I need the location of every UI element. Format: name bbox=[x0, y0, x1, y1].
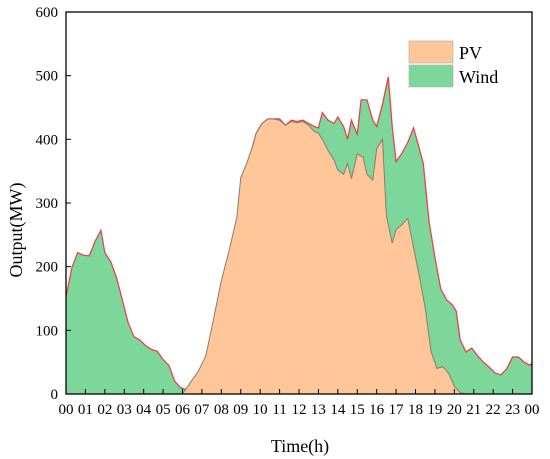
x-tick-label: 08 bbox=[214, 402, 229, 418]
legend-label-pv: PV bbox=[459, 43, 482, 63]
series-line-wind bbox=[66, 76, 532, 394]
x-tick-label: 13 bbox=[311, 402, 326, 418]
y-tick-label: 300 bbox=[36, 196, 59, 212]
series-line-pv bbox=[66, 118, 532, 394]
x-tick-label: 15 bbox=[350, 402, 365, 418]
x-tick-label: 22 bbox=[486, 402, 501, 418]
x-tick-label: 09 bbox=[233, 402, 248, 418]
y-axis-title: Output(MW) bbox=[6, 183, 27, 278]
x-tick-label: 17 bbox=[389, 402, 405, 418]
x-tick-label: 00 bbox=[59, 402, 74, 418]
legend-swatch-wind bbox=[408, 64, 454, 88]
x-tick-label: 01 bbox=[78, 402, 93, 418]
x-tick-label: 00 bbox=[525, 402, 540, 418]
x-tick-label: 11 bbox=[272, 402, 286, 418]
y-tick-label: 600 bbox=[36, 5, 59, 21]
y-axis: 0 100 200 300 400 500 600 bbox=[36, 5, 71, 403]
x-tick-label: 14 bbox=[330, 402, 346, 418]
x-tick-label: 03 bbox=[117, 402, 132, 418]
x-tick-label: 04 bbox=[136, 402, 152, 418]
y-tick-label: 200 bbox=[36, 260, 59, 276]
x-tick-label: 19 bbox=[427, 402, 442, 418]
x-tick-label: 06 bbox=[175, 402, 191, 418]
y-tick-label: 100 bbox=[36, 323, 59, 339]
legend: PV Wind bbox=[408, 40, 498, 88]
x-tick-label: 12 bbox=[292, 402, 307, 418]
legend-label-wind: Wind bbox=[459, 67, 498, 87]
area-pv bbox=[66, 118, 532, 394]
legend-swatch-pv bbox=[408, 40, 454, 64]
x-tick-label: 20 bbox=[447, 402, 462, 418]
x-tick-label: 16 bbox=[369, 402, 385, 418]
plot-areas bbox=[66, 76, 532, 394]
x-tick-label: 05 bbox=[156, 402, 171, 418]
x-tick-label: 07 bbox=[194, 402, 210, 418]
x-tick-label: 02 bbox=[97, 402, 112, 418]
x-tick-label: 18 bbox=[408, 402, 423, 418]
x-axis: 00 01 02 03 04 05 06 07 08 09 10 11 12 13 14 15 16 17 18 19… bbox=[59, 389, 540, 418]
y-tick-label: 0 bbox=[51, 387, 59, 403]
x-tick-label: 10 bbox=[253, 402, 268, 418]
y-tick-label: 400 bbox=[36, 132, 59, 148]
y-tick-label: 500 bbox=[36, 69, 59, 85]
x-tick-label: 23 bbox=[505, 402, 520, 418]
x-tick-label: 21 bbox=[466, 402, 481, 418]
x-axis-title: Time(h) bbox=[271, 436, 329, 457]
